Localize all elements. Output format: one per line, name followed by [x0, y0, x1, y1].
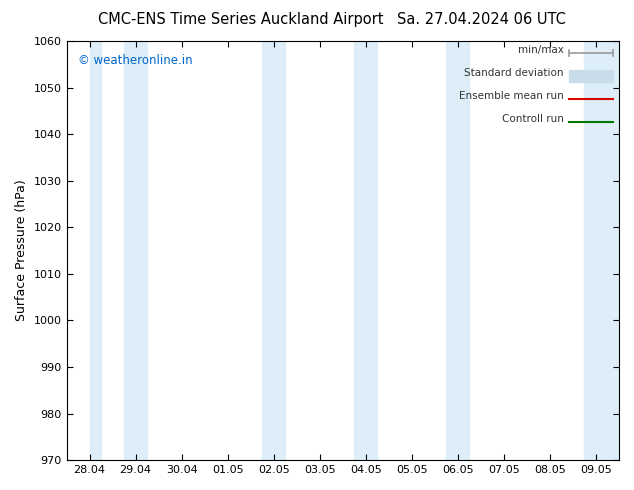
FancyBboxPatch shape: [569, 70, 614, 82]
Bar: [262, 41, 285, 460]
Text: Controll run: Controll run: [502, 114, 564, 124]
Bar: [89, 41, 101, 460]
Bar: [124, 41, 147, 460]
Text: © weatheronline.in: © weatheronline.in: [77, 53, 192, 67]
Bar: [354, 41, 377, 460]
Text: min/max: min/max: [518, 45, 564, 55]
Text: Sa. 27.04.2024 06 UTC: Sa. 27.04.2024 06 UTC: [398, 12, 566, 27]
Bar: [446, 41, 469, 460]
Text: CMC-ENS Time Series Auckland Airport: CMC-ENS Time Series Auckland Airport: [98, 12, 384, 27]
Y-axis label: Surface Pressure (hPa): Surface Pressure (hPa): [15, 180, 28, 321]
Text: Standard deviation: Standard deviation: [464, 68, 564, 78]
Bar: [585, 41, 619, 460]
Text: Ensemble mean run: Ensemble mean run: [459, 91, 564, 101]
